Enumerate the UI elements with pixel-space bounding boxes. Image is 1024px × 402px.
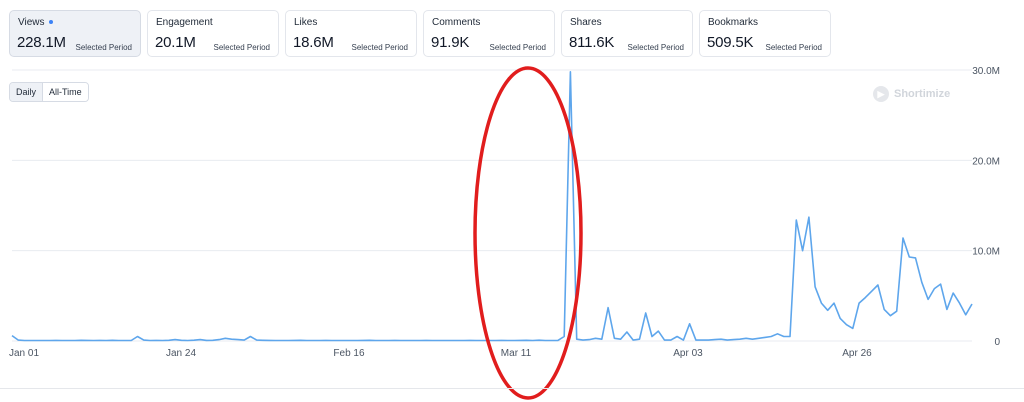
metric-value: 509.5K [707, 34, 754, 51]
metric-period: Selected Period [489, 43, 546, 52]
metric-card-likes[interactable]: Likes 18.6M Selected Period [285, 10, 417, 57]
metric-label: Engagement [156, 17, 213, 28]
annotation-ellipse [473, 66, 583, 400]
metric-value: 20.1M [155, 34, 196, 51]
x-tick-label: Apr 26 [842, 348, 872, 359]
watermark: ▶ Shortimize [873, 86, 950, 102]
metric-card-shares[interactable]: Shares 811.6K Selected Period [561, 10, 693, 57]
watermark-text: Shortimize [894, 88, 951, 100]
metric-card-comments[interactable]: Comments 91.9K Selected Period [423, 10, 555, 57]
x-tick-label: Jan 01 [9, 348, 39, 359]
y-tick-label: 30.0M [972, 66, 1000, 77]
active-dot-icon [48, 20, 53, 25]
metric-value: 91.9K [431, 34, 470, 51]
toggle-alltime[interactable]: All-Time [43, 83, 88, 101]
views-series-line [11, 71, 973, 342]
metric-label: Likes [294, 17, 318, 28]
metric-value: 18.6M [293, 34, 334, 51]
metric-value: 811.6K [569, 34, 615, 51]
metric-card-engagement[interactable]: Engagement 20.1M Selected Period [147, 10, 279, 57]
metric-label: Bookmarks [708, 17, 759, 28]
x-tick-label: Mar 11 [501, 348, 532, 359]
metric-period: Selected Period [351, 43, 408, 52]
metric-card-views[interactable]: Views 228.1M Selected Period [9, 10, 141, 57]
metric-label: Views [18, 17, 53, 28]
metric-cards: Views 228.1M Selected Period Engagement … [9, 10, 831, 57]
metric-label: Shares [570, 17, 602, 28]
metric-period: Selected Period [765, 43, 822, 52]
bottom-panel-edge [0, 388, 1024, 402]
y-tick-label: 10.0M [972, 247, 1000, 258]
metric-card-bookmarks[interactable]: Bookmarks 509.5K Selected Period [699, 10, 831, 57]
metric-label: Comments [432, 17, 481, 28]
metric-period: Selected Period [627, 43, 684, 52]
y-tick-label: 20.0M [972, 156, 1000, 167]
x-tick-label: Apr 03 [673, 348, 703, 359]
range-toggle: Daily All-Time [9, 82, 89, 102]
metric-period: Selected Period [213, 43, 270, 52]
toggle-daily[interactable]: Daily [10, 83, 44, 101]
metric-value: 228.1M [17, 34, 66, 51]
y-tick-label: 0 [994, 337, 1000, 348]
shortimize-logo-icon: ▶ [873, 86, 889, 102]
x-tick-label: Feb 16 [333, 348, 365, 359]
metric-period: Selected Period [75, 43, 132, 52]
x-tick-label: Jan 24 [166, 348, 196, 359]
